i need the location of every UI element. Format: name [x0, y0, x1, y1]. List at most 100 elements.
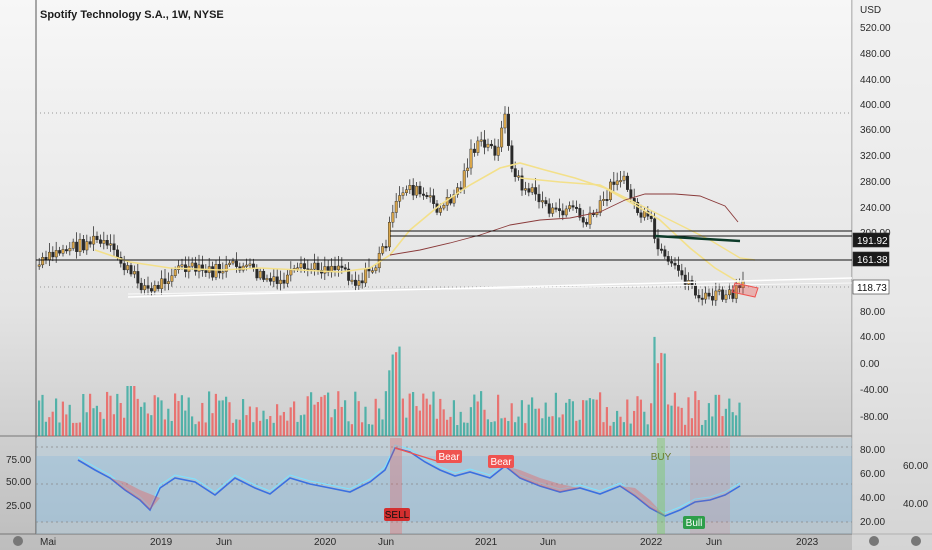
- volume-bar: [415, 406, 418, 436]
- rsi-fill: [620, 486, 665, 516]
- volume-bar: [143, 402, 146, 436]
- gear-icon: [869, 536, 879, 546]
- candle: [697, 295, 701, 299]
- candle: [721, 289, 725, 300]
- volume-tick: -40.00: [860, 385, 889, 396]
- volume-bar: [687, 397, 690, 436]
- candle: [605, 199, 609, 201]
- candle: [418, 185, 422, 195]
- candle: [551, 207, 555, 214]
- candle: [581, 217, 585, 223]
- volume-bar: [633, 410, 636, 436]
- volume-bar: [503, 417, 506, 436]
- candle: [626, 175, 629, 190]
- volume-bar: [323, 395, 326, 436]
- candle: [289, 270, 293, 276]
- volume-bar: [265, 419, 268, 436]
- candle: [48, 251, 51, 260]
- volume-bar: [500, 418, 503, 436]
- indicator-right-tick: 80.00: [860, 445, 885, 456]
- volume-bar: [660, 352, 663, 436]
- sell-label: SELL: [385, 510, 410, 521]
- candle: [197, 264, 201, 272]
- volume-bar: [160, 400, 163, 436]
- volume-bar: [646, 424, 649, 436]
- volume-bar: [718, 394, 721, 436]
- volume-bar: [89, 393, 92, 436]
- volume-bar: [548, 416, 551, 436]
- candle: [37, 264, 41, 267]
- rsi-line: [77, 447, 741, 517]
- candle: [483, 139, 487, 148]
- candle: [224, 264, 228, 272]
- candle: [510, 145, 514, 169]
- green-trend-segment: [654, 234, 741, 243]
- volume-bar: [541, 418, 544, 436]
- volume-bar: [490, 422, 493, 436]
- candle: [156, 285, 160, 289]
- volume-bar: [605, 407, 608, 436]
- candle: [275, 276, 279, 284]
- candle: [673, 262, 677, 266]
- volume-bar: [626, 399, 629, 436]
- volume-bar: [112, 414, 115, 436]
- price-tick: 280.00: [860, 177, 891, 188]
- volume-bar: [197, 421, 200, 436]
- volume-bar: [170, 420, 173, 436]
- volume-bar: [310, 392, 313, 436]
- volume-bar: [44, 421, 47, 436]
- volume-tick: 0.00: [860, 359, 880, 370]
- volume-bar: [330, 417, 333, 436]
- candle: [265, 278, 269, 281]
- volume-bar: [106, 391, 109, 436]
- symbol-title[interactable]: Spotify Technology S.A., 1W, NYSE: [40, 9, 224, 21]
- price-tick: 80.00: [860, 307, 885, 318]
- candle: [517, 175, 521, 178]
- candle: [200, 264, 204, 271]
- candle: [408, 185, 412, 190]
- volume-bar: [313, 404, 316, 436]
- volume-bar: [735, 415, 738, 436]
- volume-bar: [395, 352, 398, 436]
- volume-bar: [643, 411, 646, 436]
- volume-bar: [201, 402, 204, 436]
- volume-bar: [333, 409, 336, 436]
- volume-bar: [507, 421, 510, 436]
- trailing-stop-line: [389, 193, 739, 256]
- volume-bar: [721, 416, 724, 436]
- volume-bar: [221, 400, 224, 436]
- volume-bar: [422, 393, 425, 436]
- candle: [554, 207, 558, 210]
- candle: [228, 262, 232, 265]
- volume-bar: [344, 400, 347, 436]
- candle: [360, 280, 364, 284]
- price-tag: 191.92: [857, 236, 888, 247]
- indicator-outer-tick: 40.00: [903, 499, 928, 510]
- candle: [333, 265, 337, 270]
- volume-bar: [701, 424, 704, 436]
- candle: [92, 235, 96, 245]
- volume-bar: [255, 407, 258, 436]
- volume-bar: [296, 421, 299, 436]
- volume-bar: [180, 395, 183, 436]
- candle: [85, 241, 89, 251]
- volume-bar: [558, 417, 561, 436]
- candle: [98, 239, 102, 244]
- candle: [401, 192, 405, 196]
- volume-bar: [418, 410, 421, 436]
- volume-bar: [449, 416, 452, 436]
- volume-bar: [599, 392, 602, 436]
- volume-tick: 40.00: [860, 332, 885, 343]
- volume-bar: [82, 394, 85, 436]
- price-tick: 320.00: [860, 151, 891, 162]
- volume-bar: [480, 391, 483, 436]
- volume-bar: [327, 392, 330, 436]
- candle: [717, 289, 721, 292]
- candle: [88, 241, 92, 245]
- volume-bar: [109, 395, 112, 436]
- volume-bar: [367, 424, 370, 436]
- candle: [163, 278, 167, 284]
- volume-bar: [629, 423, 632, 436]
- candle: [282, 279, 286, 284]
